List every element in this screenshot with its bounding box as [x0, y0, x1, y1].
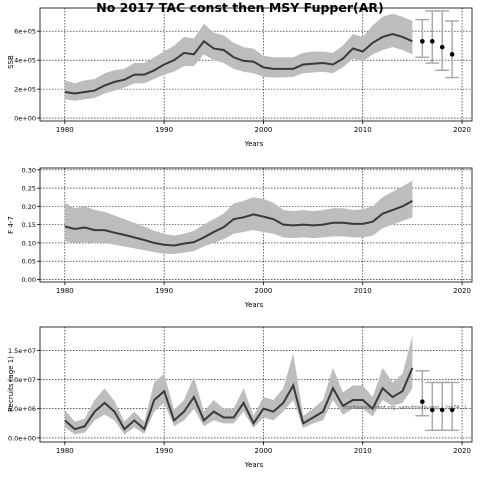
y-axis-label: Recruits (age 1)	[7, 356, 15, 412]
y-tick-label: 2e+05	[14, 86, 36, 94]
projection-point	[420, 399, 425, 405]
x-axis-label: Years	[244, 140, 264, 148]
confidence-band	[64, 13, 413, 101]
y-tick-label: 0.15	[22, 221, 36, 229]
y-tick-label: 1.0e+07	[8, 376, 36, 384]
projection-point	[429, 407, 435, 413]
projection-point	[420, 39, 425, 44]
x-tick-label: 1980	[56, 126, 74, 134]
f-panel: 1980 1990 2000 2010 2020 0.00 0.05 0.10 0.15 0.20…	[7, 166, 473, 309]
y-tick-label: 1.5e+07	[8, 347, 36, 355]
projection-point	[449, 52, 455, 57]
projection-point	[429, 39, 435, 44]
figure-title: No 2017 TAC const then MSY Fupper(AR)	[96, 0, 384, 15]
y-tick-label: 0.0e+00	[8, 434, 36, 442]
recruits-panel: 1980 1990 2000 2010 2020 0.0e+00 5.0e+06 1.0e+0…	[7, 326, 473, 469]
source-annotation: stockassessment.org, sam-fmsdjs-proj... …	[343, 405, 466, 411]
x-tick-label: 1990	[155, 126, 173, 134]
x-tick-label: 1990	[155, 287, 173, 295]
y-tick-label: 0.25	[22, 185, 36, 193]
x-tick-label: 2020	[453, 447, 471, 455]
y-tick-label: 0.10	[22, 239, 36, 247]
axes-frame	[39, 7, 473, 122]
y-tick-label: 5.0e+06	[8, 405, 36, 413]
y-axis-label: F 4-7	[7, 216, 15, 234]
y-tick-label: 0.00	[22, 276, 36, 284]
y-tick-label: 0e+00	[14, 115, 36, 123]
x-tick-label: 2010	[354, 287, 372, 295]
y-tick-label: 6e+05	[14, 28, 36, 36]
y-tick-label: 0.30	[22, 166, 36, 174]
median-line	[64, 33, 413, 95]
x-tick-label: 2010	[354, 126, 372, 134]
projection-point	[449, 407, 455, 413]
x-tick-label: 1980	[56, 447, 74, 455]
x-tick-label: 2020	[453, 287, 471, 295]
x-axis-label: Years	[244, 301, 264, 309]
projection-point	[439, 407, 445, 413]
y-tick-label: 0.05	[22, 258, 36, 266]
y-axis-label: SSB	[7, 55, 15, 69]
x-tick-label: 1990	[155, 447, 173, 455]
x-tick-label: 1980	[56, 287, 74, 295]
x-tick-label: 2000	[255, 447, 273, 455]
axes-frame	[39, 326, 473, 443]
median-line	[64, 200, 413, 247]
ssb-panel: 1980 1990 2000 2010 2020 0e+00 2e+05 4e+05 6e+05…	[7, 7, 473, 148]
y-tick-label: 0.20	[22, 203, 36, 211]
x-tick-label: 2000	[255, 126, 273, 134]
x-tick-label: 2010	[354, 447, 372, 455]
x-tick-label: 2020	[453, 126, 471, 134]
y-tick-label: 4e+05	[14, 57, 36, 65]
x-axis-label: Years	[244, 461, 264, 469]
projection-point	[439, 44, 445, 50]
median-line	[64, 367, 414, 431]
x-tick-label: 2000	[255, 287, 273, 295]
